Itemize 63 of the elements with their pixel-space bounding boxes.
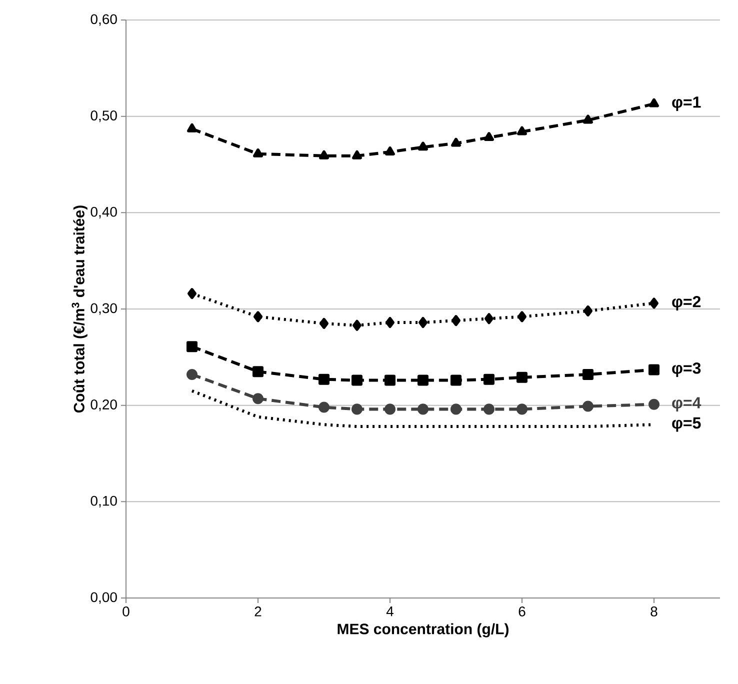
series-label: φ=1	[672, 96, 701, 111]
point	[583, 114, 593, 124]
point	[318, 402, 330, 413]
point	[352, 320, 362, 331]
point	[252, 366, 264, 378]
x-axis-title: MES concentration (g/L)	[338, 623, 508, 638]
point	[516, 372, 528, 383]
point	[386, 316, 394, 328]
point	[649, 298, 658, 309]
point	[384, 404, 396, 415]
point	[418, 316, 428, 328]
point	[186, 369, 198, 380]
series-label: φ=3	[672, 362, 701, 377]
point	[320, 318, 328, 329]
point	[583, 305, 592, 316]
point	[483, 374, 494, 385]
point	[582, 369, 594, 380]
y-tick-label: 0,50	[90, 110, 117, 122]
x-tick-label: 6	[518, 606, 526, 616]
point	[385, 146, 395, 156]
series-label: φ=2	[672, 296, 701, 310]
point	[352, 150, 362, 160]
y-axis-title: Coût total (€/m$^{3}$ d'eau traitée)	[72, 206, 88, 413]
y-tick-label: 0,10	[90, 496, 117, 508]
point	[418, 404, 428, 415]
y-tick-label: 0,40	[90, 206, 117, 218]
point	[253, 148, 263, 158]
point	[484, 313, 494, 324]
x-tick-label: 8	[650, 606, 658, 616]
x-tick-label: 2	[254, 606, 262, 616]
point	[483, 404, 494, 415]
point	[188, 288, 196, 300]
point	[450, 374, 462, 386]
point	[319, 150, 329, 160]
point	[450, 404, 462, 415]
point	[517, 311, 526, 322]
point	[451, 138, 461, 147]
x-tick-label: 4	[386, 606, 394, 616]
series-label: φ=5	[672, 417, 701, 432]
point	[516, 404, 528, 415]
series-label: φ=4	[672, 397, 702, 412]
point	[352, 374, 362, 386]
point	[384, 374, 396, 386]
point	[186, 341, 198, 352]
point	[649, 98, 659, 108]
point	[352, 404, 362, 415]
point	[254, 311, 262, 322]
point	[517, 126, 527, 136]
y-tick-label: 0,60	[90, 14, 117, 26]
y-tick-label: 0,20	[90, 400, 117, 412]
x-tick-label: 0	[122, 606, 130, 616]
point	[418, 142, 428, 151]
point	[187, 123, 197, 132]
point	[252, 393, 264, 404]
point	[484, 132, 494, 142]
point	[648, 364, 660, 376]
point	[418, 374, 428, 386]
y-tick-label: 0,00	[90, 592, 117, 604]
point	[648, 398, 660, 410]
point	[451, 315, 460, 326]
point	[582, 400, 594, 412]
point	[318, 374, 330, 385]
y-tick-label: 0,30	[90, 303, 117, 315]
